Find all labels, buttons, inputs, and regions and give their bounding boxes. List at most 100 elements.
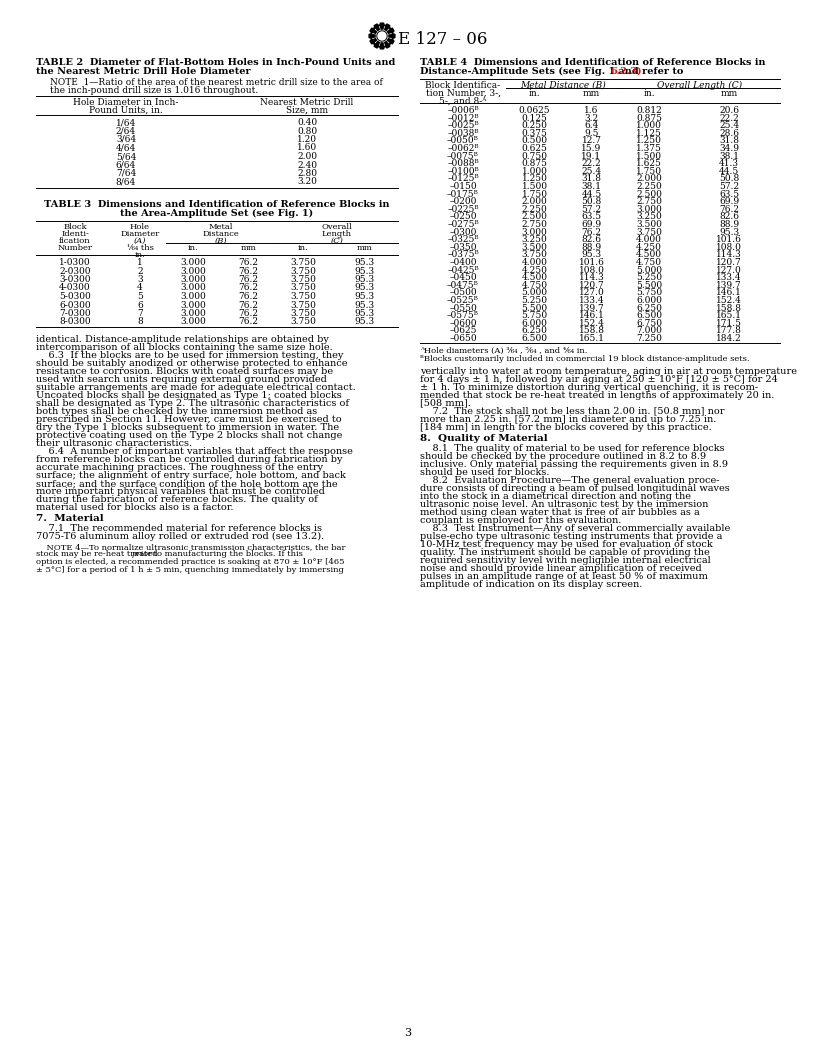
- Text: Hole: Hole: [130, 223, 150, 231]
- Text: 3.500: 3.500: [521, 243, 548, 251]
- Text: 139.7: 139.7: [716, 281, 742, 289]
- Text: 6: 6: [137, 301, 143, 309]
- Text: –0250: –0250: [450, 212, 477, 222]
- Text: 1.20: 1.20: [297, 135, 317, 144]
- Text: in.: in.: [529, 89, 540, 98]
- Text: 108.0: 108.0: [716, 243, 742, 251]
- Text: 38.1: 38.1: [582, 182, 601, 191]
- Text: ᴬHole diameters (A) ³⁄₆₄ , ⁵⁄₆₄ , and ⁴⁄₆₄ in.: ᴬHole diameters (A) ³⁄₆₄ , ⁵⁄₆₄ , and ⁴⁄…: [420, 346, 588, 355]
- Text: in.: in.: [135, 251, 145, 259]
- Text: 4.000: 4.000: [521, 258, 548, 267]
- Text: 120.7: 120.7: [716, 258, 742, 267]
- Text: stock may be re-heat treated: stock may be re-heat treated: [36, 550, 160, 559]
- Text: 82.6: 82.6: [719, 212, 739, 222]
- Text: 3.750: 3.750: [290, 266, 317, 276]
- Text: 0.250: 0.250: [521, 121, 548, 130]
- Text: 2.000: 2.000: [521, 197, 548, 206]
- Text: 95.3: 95.3: [354, 293, 375, 301]
- Text: ± 1 h. To minimize distortion during vertical quenching, it is recom-: ± 1 h. To minimize distortion during ver…: [420, 382, 758, 392]
- Text: –0350: –0350: [450, 243, 477, 251]
- Text: [508 mm].: [508 mm].: [420, 398, 471, 408]
- Text: 2.40: 2.40: [297, 161, 317, 170]
- Text: 146.1: 146.1: [579, 312, 605, 320]
- Text: 3: 3: [405, 1027, 411, 1038]
- Text: noise and should provide linear amplification of received: noise and should provide linear amplific…: [420, 564, 702, 572]
- Text: –0300: –0300: [450, 228, 477, 237]
- Text: 1.250: 1.250: [521, 174, 548, 184]
- Text: to manufacturing the blocks. If this: to manufacturing the blocks. If this: [151, 550, 303, 559]
- Text: their ultrasonic characteristics.: their ultrasonic characteristics.: [36, 439, 192, 448]
- Text: 0.500: 0.500: [521, 136, 548, 146]
- Text: –0062ᴮ: –0062ᴮ: [447, 144, 479, 153]
- Text: prescribed in Section 11. However, care must be exercised to: prescribed in Section 11. However, care …: [36, 415, 342, 425]
- Text: 3.750: 3.750: [636, 228, 662, 237]
- Text: –0400: –0400: [450, 258, 477, 267]
- Polygon shape: [370, 39, 376, 44]
- Text: 3.750: 3.750: [521, 250, 548, 260]
- Text: 4.250: 4.250: [521, 266, 548, 275]
- Text: 5-0300: 5-0300: [59, 293, 91, 301]
- Text: 7.  Material: 7. Material: [36, 514, 104, 523]
- Text: 4.500: 4.500: [521, 274, 548, 282]
- Text: mended that stock be re-heat treated in lengths of approximately 20 in.: mended that stock be re-heat treated in …: [420, 391, 774, 399]
- Text: 50.8: 50.8: [719, 174, 739, 184]
- Text: 76.2: 76.2: [238, 301, 259, 309]
- Text: 95.3: 95.3: [354, 258, 375, 267]
- Text: 76.2: 76.2: [238, 275, 259, 284]
- Text: 1.750: 1.750: [521, 190, 548, 199]
- Text: 25.4: 25.4: [582, 167, 601, 175]
- Text: 12.7: 12.7: [582, 136, 601, 146]
- Text: 15.9: 15.9: [581, 144, 601, 153]
- Text: amplitude of indication on its display screen.: amplitude of indication on its display s…: [420, 580, 642, 588]
- Text: pulse-echo type ultrasonic testing instruments that provide a: pulse-echo type ultrasonic testing instr…: [420, 531, 722, 541]
- Text: 5.750: 5.750: [636, 288, 662, 298]
- Text: 6/64: 6/64: [116, 161, 136, 170]
- Text: 6.000: 6.000: [521, 319, 548, 327]
- Text: 6.000: 6.000: [636, 296, 662, 305]
- Text: mm: mm: [357, 244, 372, 252]
- Text: 3.750: 3.750: [290, 283, 317, 293]
- Text: 5: 5: [137, 293, 143, 301]
- Text: –0100ᴮ: –0100ᴮ: [447, 167, 479, 175]
- Text: 6.250: 6.250: [521, 326, 548, 336]
- Text: 0.812: 0.812: [636, 106, 662, 115]
- Text: 5.000: 5.000: [521, 288, 548, 298]
- Polygon shape: [374, 41, 379, 49]
- Text: 101.6: 101.6: [716, 235, 742, 244]
- Text: 76.2: 76.2: [238, 283, 259, 293]
- Text: 2.750: 2.750: [636, 197, 662, 206]
- Text: TABLE 3  Dimensions and Identification of Reference Blocks in: TABLE 3 Dimensions and Identification of…: [44, 200, 390, 209]
- Text: 3.000: 3.000: [180, 258, 206, 267]
- Text: Size, mm: Size, mm: [286, 106, 328, 115]
- Text: 2.500: 2.500: [521, 212, 548, 222]
- Text: 3.2: 3.2: [584, 114, 599, 122]
- Text: 7075-T6 aluminum alloy rolled or extruded rod (see 13.2).: 7075-T6 aluminum alloy rolled or extrude…: [36, 532, 324, 541]
- Text: Block: Block: [63, 223, 86, 231]
- Text: 1: 1: [137, 258, 143, 267]
- Text: Metal: Metal: [209, 223, 233, 231]
- Text: –0088ᴮ: –0088ᴮ: [447, 159, 479, 168]
- Text: 3.250: 3.250: [521, 235, 548, 244]
- Text: ¹⁄₆₄ ths: ¹⁄₆₄ ths: [126, 244, 153, 252]
- Text: 31.8: 31.8: [719, 136, 739, 146]
- Text: 6.250: 6.250: [636, 304, 662, 313]
- Text: 3.000: 3.000: [180, 266, 206, 276]
- Text: 152.4: 152.4: [579, 319, 605, 327]
- Text: TABLE 2  Diameter of Flat-Bottom Holes in Inch-Pound Units and: TABLE 2 Diameter of Flat-Bottom Holes in…: [36, 58, 396, 67]
- Text: –0012ᴮ: –0012ᴮ: [447, 114, 479, 122]
- Polygon shape: [380, 43, 384, 49]
- Polygon shape: [374, 24, 379, 31]
- Text: the inch-pound drill size is 1.016 throughout.: the inch-pound drill size is 1.016 throu…: [50, 86, 258, 95]
- Text: 7-0300: 7-0300: [60, 309, 91, 318]
- Text: 1.000: 1.000: [521, 167, 548, 175]
- Text: –0025ᴮ: –0025ᴮ: [447, 121, 479, 130]
- Text: –0550: –0550: [449, 304, 477, 313]
- Text: –0625: –0625: [450, 326, 477, 336]
- Text: 4.000: 4.000: [636, 235, 662, 244]
- Text: 3.000: 3.000: [521, 228, 548, 237]
- Polygon shape: [370, 29, 376, 34]
- Text: 3.750: 3.750: [290, 275, 317, 284]
- Text: –0650: –0650: [449, 334, 477, 343]
- Text: 41.3: 41.3: [719, 159, 739, 168]
- Text: (C): (C): [330, 237, 344, 245]
